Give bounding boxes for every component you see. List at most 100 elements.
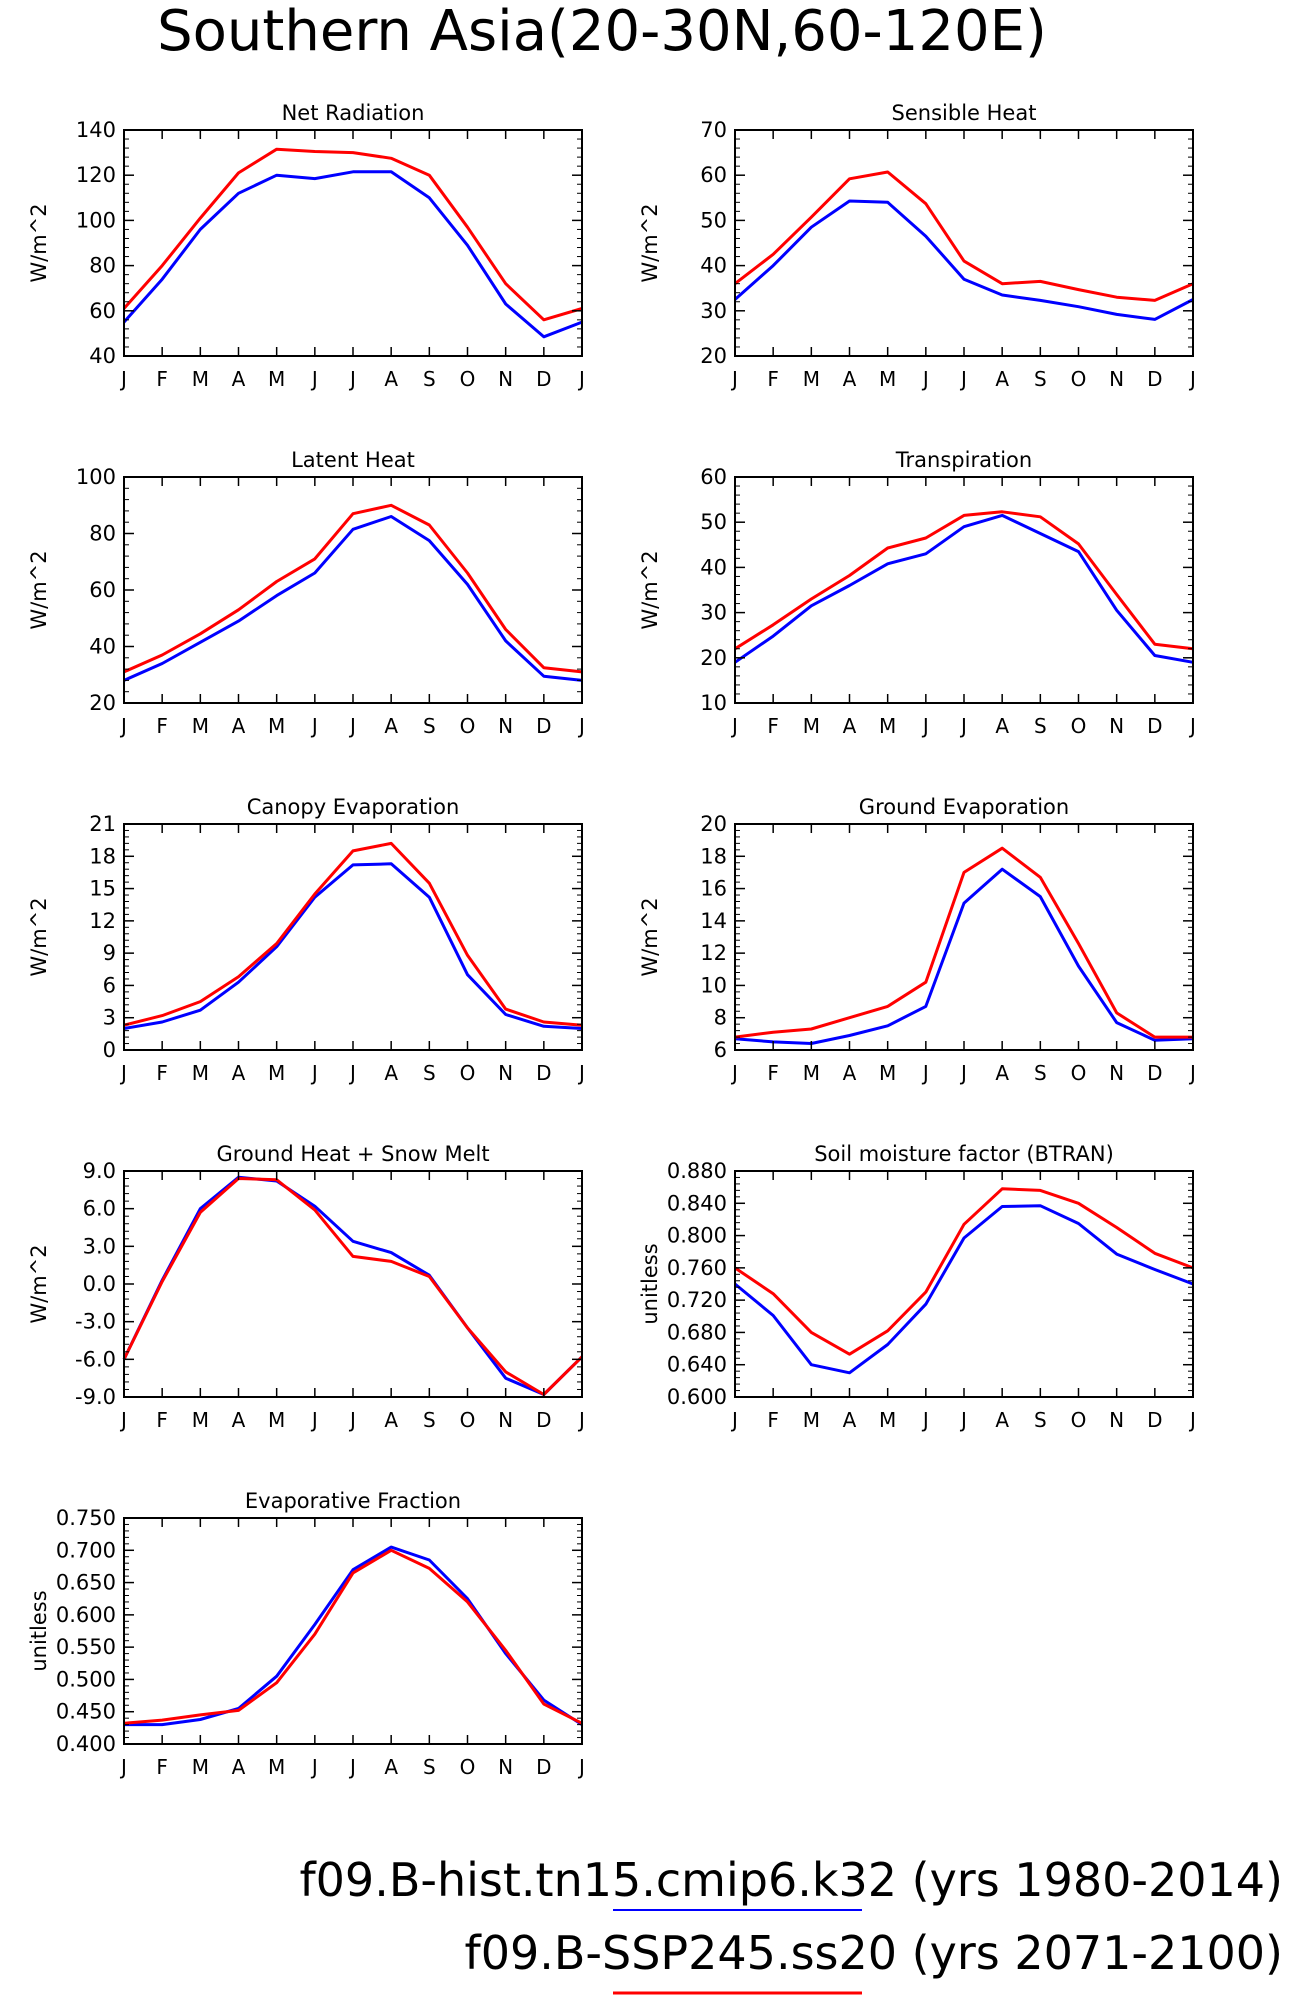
x-tick-label: O [460,1061,476,1085]
x-tick-label: N [1109,714,1124,738]
y-axis-label: W/m^2 [638,550,662,629]
plot-frame [734,476,1194,704]
x-tick-label: D [1147,1061,1162,1085]
x-tick-label: J [310,1755,318,1779]
x-tick-label: D [1147,714,1162,738]
y-tick-label: 6 [103,973,116,997]
legend-future-label: f09.B-SSP245.ss20 (yrs 2071-2100) [465,1926,1284,1980]
x-tick-label: A [232,714,246,738]
y-tick-label: 16 [700,877,727,901]
y-tick-label: 10 [700,973,727,997]
x-tick-label: M [803,1408,820,1432]
x-tick-label: F [767,714,779,738]
series-line-hist [123,515,583,682]
x-tick-label: J [348,714,356,738]
x-tick-label: S [423,1755,436,1779]
x-tick-label: M [268,1061,285,1085]
x-tick-label: J [921,714,929,738]
x-tick-label: M [879,367,896,391]
x-tick-label: O [1071,1061,1087,1085]
x-tick-label: O [460,367,476,391]
y-axis-label: W/m^2 [27,203,51,282]
series-line-hist [734,513,1194,664]
y-tick-label: 0.680 [667,1320,727,1344]
y-tick-label: 6 [714,1038,727,1062]
series-line-future [122,147,583,322]
x-tick-label: N [498,714,513,738]
series-line-future [122,1177,584,1396]
chart-title: Latent Heat [291,448,415,472]
y-tick-label: 40 [89,635,116,659]
legend-hist-label: f09.B-hist.tn15.cmip6.k32 (yrs 1980-2014… [299,1853,1283,1907]
x-tick-label: J [119,714,127,738]
x-tick-label: O [460,714,476,738]
x-tick-label: F [767,1061,779,1085]
y-axis-label: W/m^2 [27,1244,51,1323]
x-tick-label: F [767,1408,779,1432]
y-tick-label: 40 [700,254,727,278]
x-tick-label: J [959,367,967,391]
y-tick-label: 0.400 [56,1732,116,1756]
x-tick-label: N [498,367,513,391]
series-line-future [734,1187,1194,1356]
x-tick-label: M [192,1408,209,1432]
x-tick-label: J [959,1408,967,1432]
y-tick-label: -9.0 [75,1385,116,1409]
x-tick-label: A [384,1755,398,1779]
x-tick-label: J [1188,367,1196,391]
x-tick-label: F [156,1755,168,1779]
x-tick-label: D [536,1408,551,1432]
y-tick-label: 15 [89,877,116,901]
x-tick-label: M [803,714,820,738]
x-tick-label: M [879,1408,896,1432]
y-tick-label: 70 [700,118,727,142]
y-tick-label: 9 [103,941,116,965]
y-tick-label: 12 [89,909,116,933]
plot-frame [123,1170,583,1398]
page-title: Southern Asia(20-30N,60-120E) [157,0,1047,64]
x-tick-label: J [730,714,738,738]
series-line-future [734,170,1194,302]
y-tick-label: 0.840 [667,1191,727,1215]
x-tick-label: A [384,1408,398,1432]
x-tick-label: M [879,1061,896,1085]
y-tick-label: -6.0 [75,1347,116,1371]
y-tick-label: 9.0 [83,1159,116,1183]
x-tick-label: O [460,1755,476,1779]
y-tick-label: 0.600 [667,1385,727,1409]
y-tick-label: 100 [76,465,116,489]
y-axis-label: W/m^2 [638,897,662,976]
x-tick-label: A [843,367,857,391]
x-tick-label: F [156,714,168,738]
y-tick-label: 120 [76,163,116,187]
y-tick-label: 20 [700,812,727,836]
x-tick-label: N [498,1408,513,1432]
y-tick-label: 0.500 [56,1667,116,1691]
x-tick-label: A [384,714,398,738]
y-tick-label: 60 [89,578,116,602]
x-tick-label: J [921,1408,929,1432]
series-line-future [123,503,583,674]
x-tick-label: J [348,1408,356,1432]
x-tick-label: M [268,367,285,391]
y-tick-label: 8 [714,1006,727,1030]
x-tick-label: O [1071,1408,1087,1432]
x-tick-label: J [1188,714,1196,738]
y-tick-label: -3.0 [75,1310,116,1334]
x-tick-label: S [1034,1061,1047,1085]
y-tick-label: 20 [700,344,727,368]
x-tick-label: A [232,1755,246,1779]
x-tick-label: N [1109,367,1124,391]
y-tick-label: 0.550 [56,1635,116,1659]
x-tick-label: O [1071,367,1087,391]
x-tick-label: J [577,1061,585,1085]
x-tick-label: J [959,1061,967,1085]
y-tick-label: 50 [700,510,727,534]
y-tick-label: 140 [76,118,116,142]
